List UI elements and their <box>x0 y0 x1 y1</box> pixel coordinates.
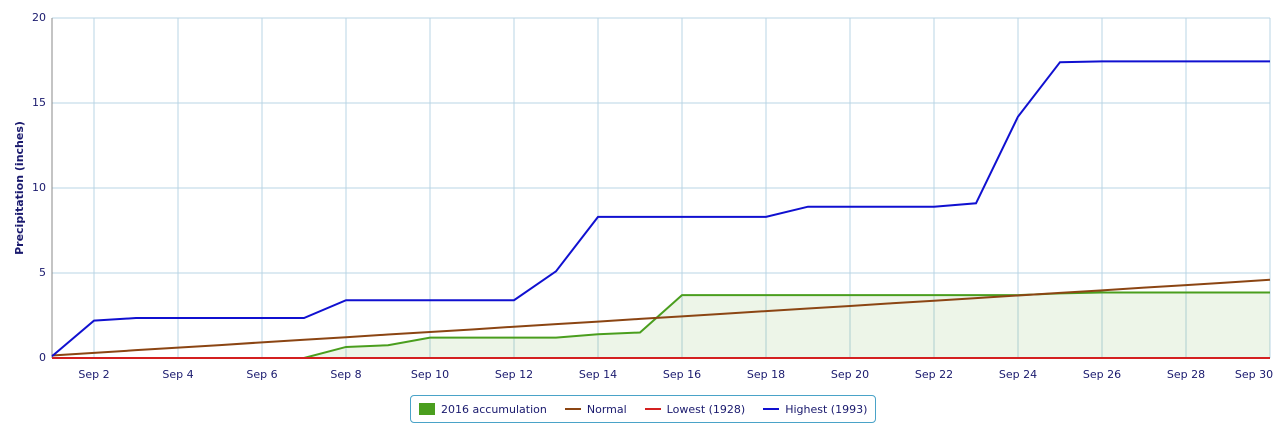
legend-item[interactable]: Lowest (1928) <box>644 402 746 416</box>
y-tick-label: 20 <box>32 11 46 24</box>
x-tick-label: Sep 28 <box>1167 368 1205 381</box>
legend-item[interactable]: Highest (1993) <box>763 403 867 416</box>
x-tick-label: Sep 20 <box>831 368 869 381</box>
legend-swatch <box>644 408 661 410</box>
legend: 2016 accumulation Normal Lowest (1928) High… <box>410 395 877 423</box>
x-tick-label: Sep 12 <box>495 368 533 381</box>
x-tick-label: Sep 22 <box>915 368 953 381</box>
legend-swatch <box>564 408 581 410</box>
x-tick-label: Sep 6 <box>246 368 277 381</box>
legend-item[interactable]: Normal <box>564 402 627 416</box>
legend-swatch <box>763 408 780 410</box>
y-tick-label: 15 <box>32 96 46 109</box>
x-tick-label: Sep 18 <box>747 368 785 381</box>
area <box>52 292 1270 358</box>
x-tick-label: Sep 8 <box>330 368 361 381</box>
y-axis-label: Precipitation (inches) <box>13 121 26 255</box>
line <box>51 278 1271 357</box>
x-tick-label: Sep 4 <box>162 368 193 381</box>
x-tick-label: Sep 26 <box>1083 368 1121 381</box>
legend-label: Highest (1993) <box>785 402 868 416</box>
x-tick-label: Sep 30 <box>1235 368 1273 381</box>
x-tick-label: Sep 24 <box>999 368 1037 381</box>
x-tick-label: Sep 16 <box>663 368 701 381</box>
legend-swatch <box>419 403 435 415</box>
x-tick-label: Sep 2 <box>78 368 109 381</box>
y-tick-label: 5 <box>39 266 46 279</box>
y-tick-label: 0 <box>39 351 46 364</box>
legend-label: Lowest (1928) <box>666 402 746 416</box>
legend-item[interactable]: 2016 accumulation <box>419 403 547 416</box>
legend-label: 2016 accumulation <box>441 402 547 416</box>
line <box>51 60 1270 358</box>
legend-label: Normal <box>586 402 627 416</box>
x-tick-label: Sep 14 <box>579 368 617 381</box>
x-tick-label: Sep 10 <box>411 368 449 381</box>
chart: Precipitation (inches) 0 5 10 15 20 Sep 2 Sep … <box>13 11 1273 381</box>
y-tick-label: 10 <box>32 181 46 194</box>
